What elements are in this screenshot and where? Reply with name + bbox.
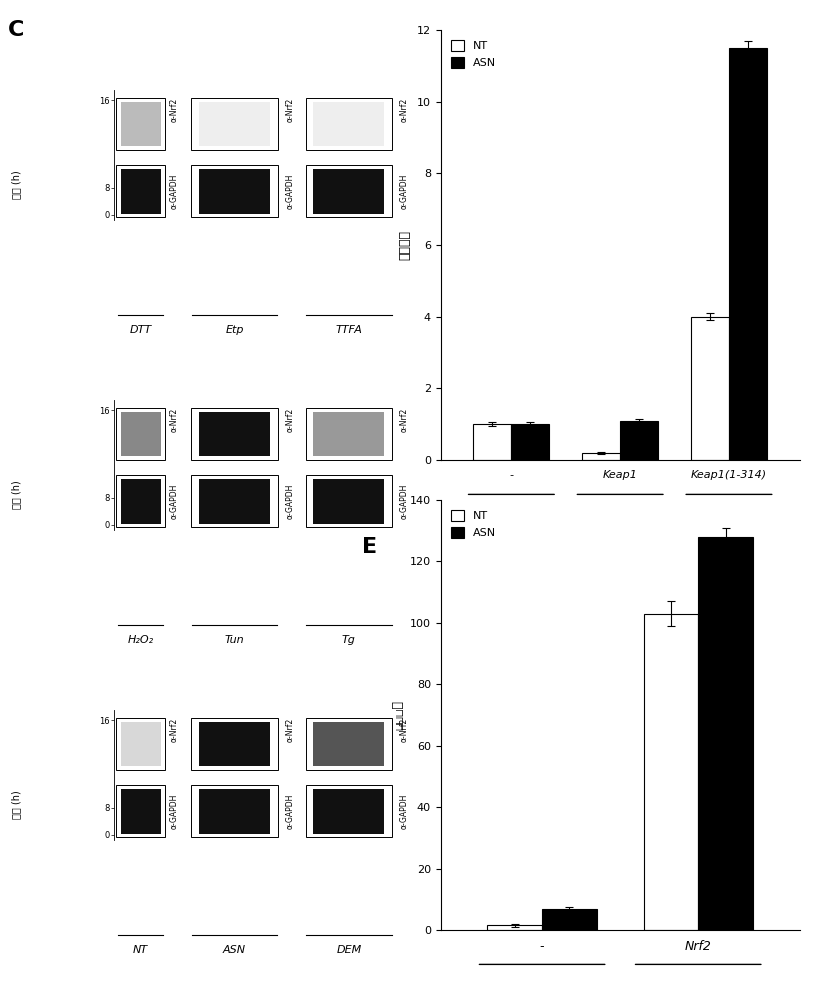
Text: α-Nrf2: α-Nrf2 bbox=[400, 407, 409, 432]
Bar bbox=[199, 789, 270, 834]
Text: α-GAPDH: α-GAPDH bbox=[170, 484, 179, 519]
Bar bbox=[644, 614, 698, 930]
Y-axis label: 诱导倍数: 诱导倍数 bbox=[398, 230, 411, 260]
Bar bbox=[199, 169, 270, 214]
Text: α-GAPDH: α-GAPDH bbox=[400, 794, 409, 829]
Text: Etp: Etp bbox=[225, 325, 244, 335]
Bar bbox=[121, 789, 161, 834]
Text: α-Nrf2: α-Nrf2 bbox=[170, 717, 179, 742]
Bar bbox=[313, 169, 384, 214]
Bar bbox=[117, 165, 165, 217]
Text: α-GAPDH: α-GAPDH bbox=[286, 794, 295, 829]
Text: α-Nrf2: α-Nrf2 bbox=[170, 407, 179, 432]
Bar bbox=[192, 475, 277, 527]
Bar bbox=[729, 48, 767, 460]
Bar bbox=[121, 412, 161, 456]
Text: α-GAPDH: α-GAPDH bbox=[286, 174, 295, 209]
Bar bbox=[313, 102, 384, 146]
Text: H₂O₂: H₂O₂ bbox=[127, 635, 154, 645]
Text: α-GAPDH: α-GAPDH bbox=[400, 484, 409, 519]
Bar bbox=[473, 424, 512, 460]
Bar bbox=[306, 475, 392, 527]
Bar bbox=[121, 479, 161, 524]
Bar bbox=[117, 408, 165, 460]
Text: α-GAPDH: α-GAPDH bbox=[286, 484, 295, 519]
Bar bbox=[192, 165, 277, 217]
Bar bbox=[306, 785, 392, 837]
Text: Tun: Tun bbox=[224, 635, 245, 645]
Bar bbox=[313, 412, 384, 456]
Bar bbox=[121, 722, 161, 766]
Bar bbox=[192, 98, 277, 150]
Bar bbox=[582, 453, 620, 460]
Bar bbox=[542, 908, 596, 930]
Bar bbox=[117, 475, 165, 527]
Text: α-Nrf2: α-Nrf2 bbox=[286, 717, 295, 742]
Legend: NT, ASN: NT, ASN bbox=[446, 36, 500, 73]
Text: DTT: DTT bbox=[130, 325, 152, 335]
Bar bbox=[121, 169, 161, 214]
Bar bbox=[117, 718, 165, 770]
Text: NT: NT bbox=[133, 945, 149, 955]
Text: α-GAPDH: α-GAPDH bbox=[170, 174, 179, 209]
Bar bbox=[306, 718, 392, 770]
Bar bbox=[117, 98, 165, 150]
Bar bbox=[487, 925, 542, 930]
Text: ASN: ASN bbox=[223, 945, 246, 955]
Text: DEM: DEM bbox=[336, 945, 361, 955]
Text: 时间 (h): 时间 (h) bbox=[11, 171, 21, 199]
Text: 时间 (h): 时间 (h) bbox=[11, 791, 21, 819]
Bar bbox=[313, 479, 384, 524]
Bar bbox=[306, 408, 392, 460]
Bar bbox=[698, 537, 753, 930]
Bar bbox=[306, 165, 392, 217]
Text: α-Nrf2: α-Nrf2 bbox=[286, 97, 295, 122]
Y-axis label: 诱导倍数: 诱导倍数 bbox=[391, 700, 404, 730]
Text: TTFA: TTFA bbox=[335, 325, 362, 335]
Bar bbox=[199, 479, 270, 524]
Text: Tg: Tg bbox=[342, 635, 356, 645]
Bar bbox=[199, 722, 270, 766]
Text: α-GAPDH: α-GAPDH bbox=[170, 794, 179, 829]
Bar bbox=[192, 408, 277, 460]
Text: 时间 (h): 时间 (h) bbox=[11, 481, 21, 509]
Text: α-Nrf2: α-Nrf2 bbox=[400, 97, 409, 122]
Text: α-Nrf2: α-Nrf2 bbox=[400, 717, 409, 742]
Legend: NT, ASN: NT, ASN bbox=[446, 506, 500, 543]
Bar bbox=[313, 789, 384, 834]
Bar bbox=[691, 317, 729, 460]
Text: α-Nrf2: α-Nrf2 bbox=[286, 407, 295, 432]
Bar bbox=[620, 421, 659, 460]
Text: E: E bbox=[361, 537, 377, 557]
Bar bbox=[199, 412, 270, 456]
Bar bbox=[199, 102, 270, 146]
Bar bbox=[192, 718, 277, 770]
Text: C: C bbox=[8, 20, 24, 40]
Text: α-GAPDH: α-GAPDH bbox=[400, 174, 409, 209]
Bar bbox=[306, 98, 392, 150]
Bar bbox=[192, 785, 277, 837]
Text: α-Nrf2: α-Nrf2 bbox=[170, 97, 179, 122]
Bar bbox=[117, 785, 165, 837]
Bar bbox=[121, 102, 161, 146]
Bar bbox=[313, 722, 384, 766]
Bar bbox=[512, 424, 549, 460]
